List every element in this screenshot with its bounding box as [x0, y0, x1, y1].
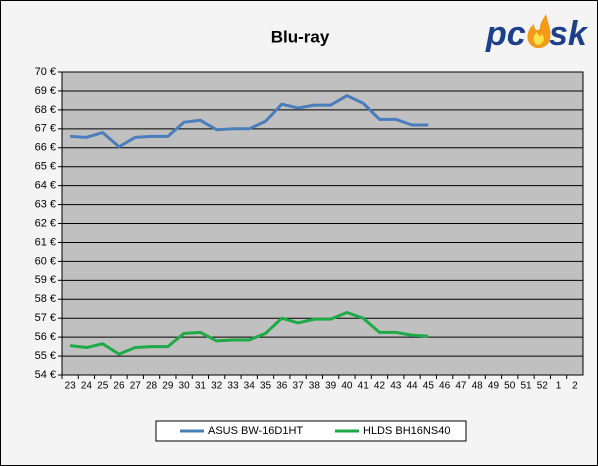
logo-right: sk [549, 15, 589, 53]
x-tick-label: 31 [195, 381, 207, 392]
x-tick-label: 25 [97, 381, 109, 392]
x-tick-label: 36 [276, 381, 288, 392]
x-tick-label: 45 [423, 381, 435, 392]
y-tick-label: 57 € [35, 312, 56, 324]
y-tick-label: 55 € [35, 350, 56, 362]
x-tick-label: 2 [572, 381, 578, 392]
y-tick-label: 60 € [35, 255, 56, 267]
x-tick-label: 47 [455, 381, 467, 392]
x-tick-label: 34 [244, 381, 256, 392]
x-tick-label: 39 [325, 381, 337, 392]
x-tick-label: 51 [520, 381, 532, 392]
x-tick-label: 37 [293, 381, 305, 392]
x-tick-label: 23 [65, 381, 77, 392]
y-tick-label: 69 € [35, 85, 56, 97]
x-tick-label: 32 [211, 381, 223, 392]
x-tick-label: 28 [146, 381, 158, 392]
x-tick-label: 48 [472, 381, 484, 392]
x-tick-label: 43 [390, 381, 402, 392]
y-tick-label: 61 € [35, 236, 56, 248]
x-tick-label: 35 [260, 381, 272, 392]
x-tick-label: 30 [179, 381, 191, 392]
x-tick-label: 52 [537, 381, 549, 392]
legend-label: ASUS BW-16D1HT [208, 425, 303, 437]
x-tick-label: 1 [556, 381, 562, 392]
x-tick-label: 38 [309, 381, 321, 392]
x-tick-label: 42 [374, 381, 386, 392]
y-tick-label: 70 € [35, 66, 56, 78]
logo-flame-core [533, 32, 544, 45]
x-tick-label: 46 [439, 381, 451, 392]
y-tick-label: 68 € [35, 104, 56, 116]
x-tick-label: 33 [227, 381, 239, 392]
x-tick-label: 40 [341, 381, 353, 392]
x-tick-label: 26 [113, 381, 125, 392]
series-line [69, 311, 429, 356]
x-tick-label: 27 [130, 381, 142, 392]
y-tick-label: 54 € [35, 369, 56, 381]
legend-label: HLDS BH16NS40 [363, 425, 450, 437]
x-tick-label: 44 [406, 381, 418, 392]
y-tick-label: 62 € [35, 217, 56, 229]
y-tick-label: 58 € [35, 293, 56, 305]
legend-box [155, 420, 467, 442]
y-tick-label: 63 € [35, 198, 56, 210]
chart-title: Blu-ray [271, 27, 330, 46]
logo-flame [527, 14, 551, 49]
logo: pc sk [485, 14, 589, 53]
y-tick-label: 66 € [35, 142, 56, 154]
y-tick-label: 64 € [35, 180, 56, 192]
x-tick-label: 49 [488, 381, 500, 392]
x-tick-label: 50 [504, 381, 516, 392]
y-tick-label: 65 € [35, 161, 56, 173]
logo-left: pc [485, 15, 526, 53]
x-tick-label: 29 [162, 381, 174, 392]
y-tick-label: 56 € [35, 331, 56, 343]
y-tick-label: 59 € [35, 274, 56, 286]
y-tick-label: 67 € [35, 123, 56, 135]
x-tick-label: 41 [358, 381, 370, 392]
x-tick-label: 24 [81, 381, 93, 392]
series-line [70, 94, 429, 149]
